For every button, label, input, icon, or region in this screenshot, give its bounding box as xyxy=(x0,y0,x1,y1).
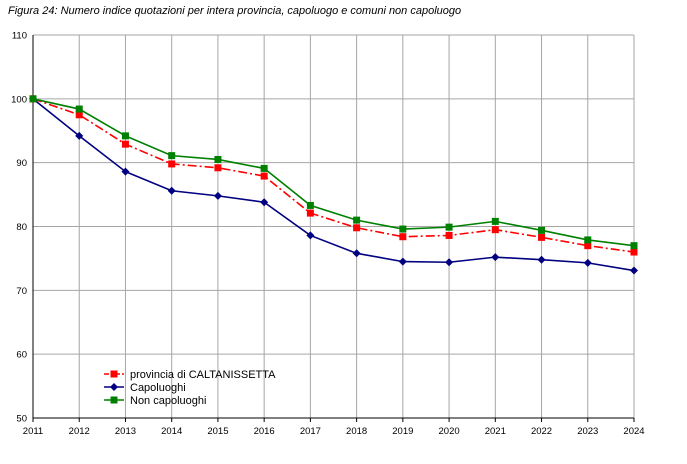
data-point xyxy=(398,257,407,266)
data-point xyxy=(29,95,37,103)
y-tick-label: 70 xyxy=(16,286,27,297)
y-tick-label: 60 xyxy=(16,350,27,361)
data-point xyxy=(491,226,499,234)
legend-marker xyxy=(110,370,118,378)
data-point xyxy=(260,172,268,180)
x-tick-label: 2021 xyxy=(485,426,506,437)
x-tick-labels: 2011 2012 2013 2014 2015 2016 2017 2018 2019 2020… xyxy=(23,426,645,437)
legend-label: Non capoluoghi xyxy=(130,395,206,407)
x-tick-label: 2017 xyxy=(300,426,321,437)
x-tick-label: 2019 xyxy=(392,426,413,437)
y-tick-label: 100 xyxy=(11,94,27,105)
data-point xyxy=(445,231,453,239)
x-tick-label: 2015 xyxy=(207,426,228,437)
data-point xyxy=(583,258,592,267)
x-tick-label: 2023 xyxy=(577,426,598,437)
data-point xyxy=(630,248,638,256)
data-point xyxy=(213,191,222,200)
data-point xyxy=(75,105,83,113)
data-point xyxy=(584,236,592,244)
data-point xyxy=(584,242,592,250)
x-tick-label: 2011 xyxy=(23,426,43,437)
grid xyxy=(32,34,635,419)
data-point xyxy=(168,152,176,160)
legend: provincia di CALTANISSETTACapoluoghiNon … xyxy=(104,369,276,407)
legend-label: Capoluoghi xyxy=(130,382,186,394)
legend-marker xyxy=(110,383,118,391)
legend-label: provincia di CALTANISSETTA xyxy=(130,369,276,381)
series-line xyxy=(32,98,635,253)
x-tick-label: 2020 xyxy=(439,426,460,437)
data-point xyxy=(306,201,314,209)
data-point xyxy=(445,223,453,231)
data-point xyxy=(630,242,638,250)
data-point xyxy=(538,233,546,241)
y-tick-label: 80 xyxy=(16,222,27,233)
data-point xyxy=(75,111,83,119)
x-tick-label: 2016 xyxy=(254,426,275,437)
data-point xyxy=(537,255,546,264)
data-point xyxy=(445,258,454,267)
data-point xyxy=(121,167,130,176)
data-point xyxy=(306,231,315,240)
x-tick-label: 2013 xyxy=(115,426,136,437)
y-tick-label: 90 xyxy=(16,158,27,169)
data-point xyxy=(491,217,499,225)
x-tick-label: 2014 xyxy=(161,426,182,437)
data-point xyxy=(538,226,546,234)
data-point xyxy=(352,249,361,258)
data-point xyxy=(121,140,129,148)
data-point xyxy=(214,164,222,172)
data-point xyxy=(214,155,222,163)
data-point xyxy=(491,253,500,262)
data-point xyxy=(121,132,129,140)
data-point xyxy=(260,164,268,172)
y-tick-label: 50 xyxy=(16,414,27,425)
data-point xyxy=(306,209,314,217)
legend-marker xyxy=(110,396,118,404)
data-point xyxy=(167,186,176,195)
data-point xyxy=(353,224,361,232)
x-tick-label: 2022 xyxy=(531,426,552,437)
data-point xyxy=(75,131,84,140)
data-point xyxy=(399,233,407,241)
data-point xyxy=(353,216,361,224)
y-tick-label: 110 xyxy=(12,31,27,42)
data-point xyxy=(630,266,638,275)
x-tick-label: 2012 xyxy=(69,426,90,437)
series-line xyxy=(32,98,635,272)
series-line xyxy=(32,98,635,247)
data-point xyxy=(260,198,269,207)
x-tick-label: 2024 xyxy=(623,426,644,437)
series-lines xyxy=(29,94,638,275)
data-point xyxy=(399,225,407,233)
figure-title: Figura 24: Numero indice quotazioni per … xyxy=(8,5,462,17)
y-tick-labels: 50 60 70 80 90 100 110 xyxy=(11,31,27,425)
x-tick-label: 2018 xyxy=(346,426,367,437)
data-point xyxy=(168,160,176,168)
